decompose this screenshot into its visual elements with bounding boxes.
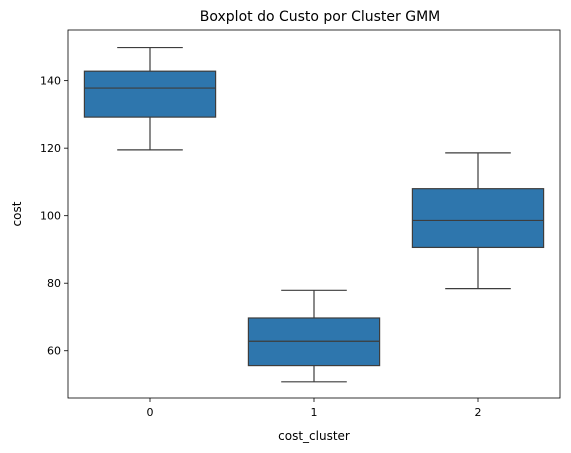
x-tick-label: 1	[311, 406, 318, 419]
y-tick-label: 120	[40, 142, 61, 155]
x-axis-label: cost_cluster	[278, 429, 350, 443]
box-group-1	[247, 289, 381, 383]
plot-area	[83, 46, 545, 383]
box-group-0	[83, 46, 217, 151]
y-axis-label: cost	[10, 201, 24, 226]
chart-title: Boxplot do Custo por Cluster GMM	[200, 9, 440, 25]
box-group-2	[411, 152, 545, 290]
x-tick-label: 0	[147, 406, 154, 419]
x-tick-label: 2	[475, 406, 482, 419]
y-tick-label: 140	[40, 75, 61, 88]
y-tick-label: 100	[40, 210, 61, 223]
box-iqr	[83, 70, 217, 118]
y-axis: 60 80 100 120 140	[40, 75, 68, 358]
box-iqr	[411, 188, 545, 249]
x-axis: 0 1 2	[147, 398, 482, 419]
y-tick-label: 60	[47, 345, 61, 358]
y-tick-label: 80	[47, 277, 61, 290]
